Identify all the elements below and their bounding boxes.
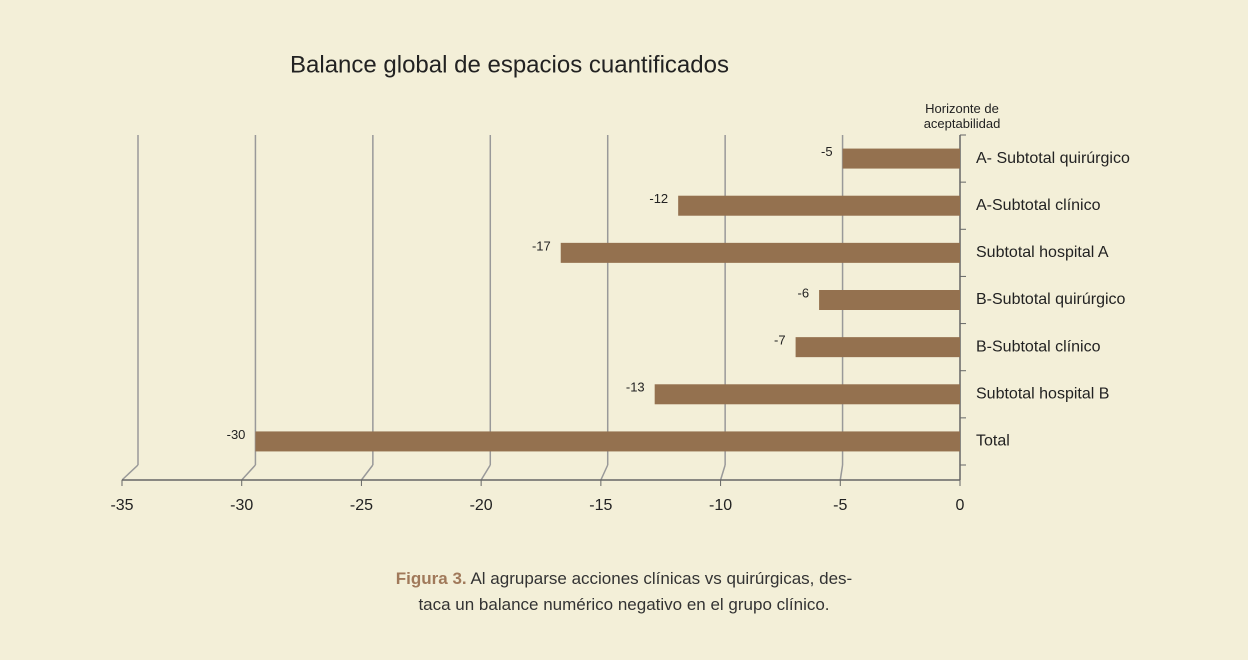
y-tick-label: Subtotal hospital B: [976, 386, 1109, 403]
x-tick-label: 0: [956, 497, 965, 514]
annotation: Horizonte de aceptabilidad: [924, 101, 1001, 131]
x-tick-label: -35: [110, 497, 133, 514]
value-label: -17: [532, 238, 551, 253]
y-tick-label: B-Subtotal clínico: [976, 338, 1101, 355]
grid-line-foot: [360, 464, 374, 481]
y-tick-label: A-Subtotal clínico: [976, 197, 1101, 214]
chart-title: Balance global de espacios cuantificados: [290, 51, 729, 78]
annotation-line: Horizonte de: [925, 101, 999, 116]
bar: [795, 337, 960, 358]
caption-label: Figura 3.: [395, 569, 467, 588]
bar: [560, 242, 960, 263]
x-tick-label: -20: [470, 497, 493, 514]
grid-line-foot: [241, 464, 256, 481]
value-label: -6: [798, 285, 810, 300]
x-tick-label: -10: [709, 497, 732, 514]
y-tick-label: A- Subtotal quirúrgico: [976, 150, 1130, 167]
value-label: -30: [227, 427, 246, 442]
y-tick-label: Total: [976, 433, 1010, 450]
x-tick-label: -15: [589, 497, 612, 514]
x-tick-label: -25: [350, 497, 373, 514]
value-label: -5: [821, 144, 833, 159]
y-tick-label: B-Subtotal quirúrgico: [976, 291, 1126, 308]
bar: [255, 431, 960, 452]
caption-line: taca un balance numérico negativo en el …: [418, 595, 830, 614]
caption: Figura 3. Al agruparse acciones clínicas…: [0, 566, 1248, 618]
value-label: -12: [649, 191, 668, 206]
bar: [842, 148, 960, 169]
bar: [819, 290, 960, 310]
value-label: -7: [774, 333, 786, 348]
grid-line-foot: [600, 464, 609, 481]
value-label: -13: [626, 380, 645, 395]
grid-line-foot: [839, 464, 844, 481]
bar: [678, 195, 960, 216]
chart: Balance global de espacios cuantificados…: [110, 51, 1130, 514]
grid-line-foot: [480, 464, 491, 481]
y-tick-label: Subtotal hospital A: [976, 244, 1109, 261]
x-tick-label: -30: [230, 497, 253, 514]
annotation-line: aceptabilidad: [924, 116, 1001, 131]
grid-line-foot: [719, 464, 726, 481]
caption-line: Al agruparse acciones clínicas vs quirúr…: [470, 569, 853, 588]
grid-line-foot: [121, 464, 139, 481]
bar: [654, 384, 960, 405]
x-tick-label: -5: [833, 497, 847, 514]
